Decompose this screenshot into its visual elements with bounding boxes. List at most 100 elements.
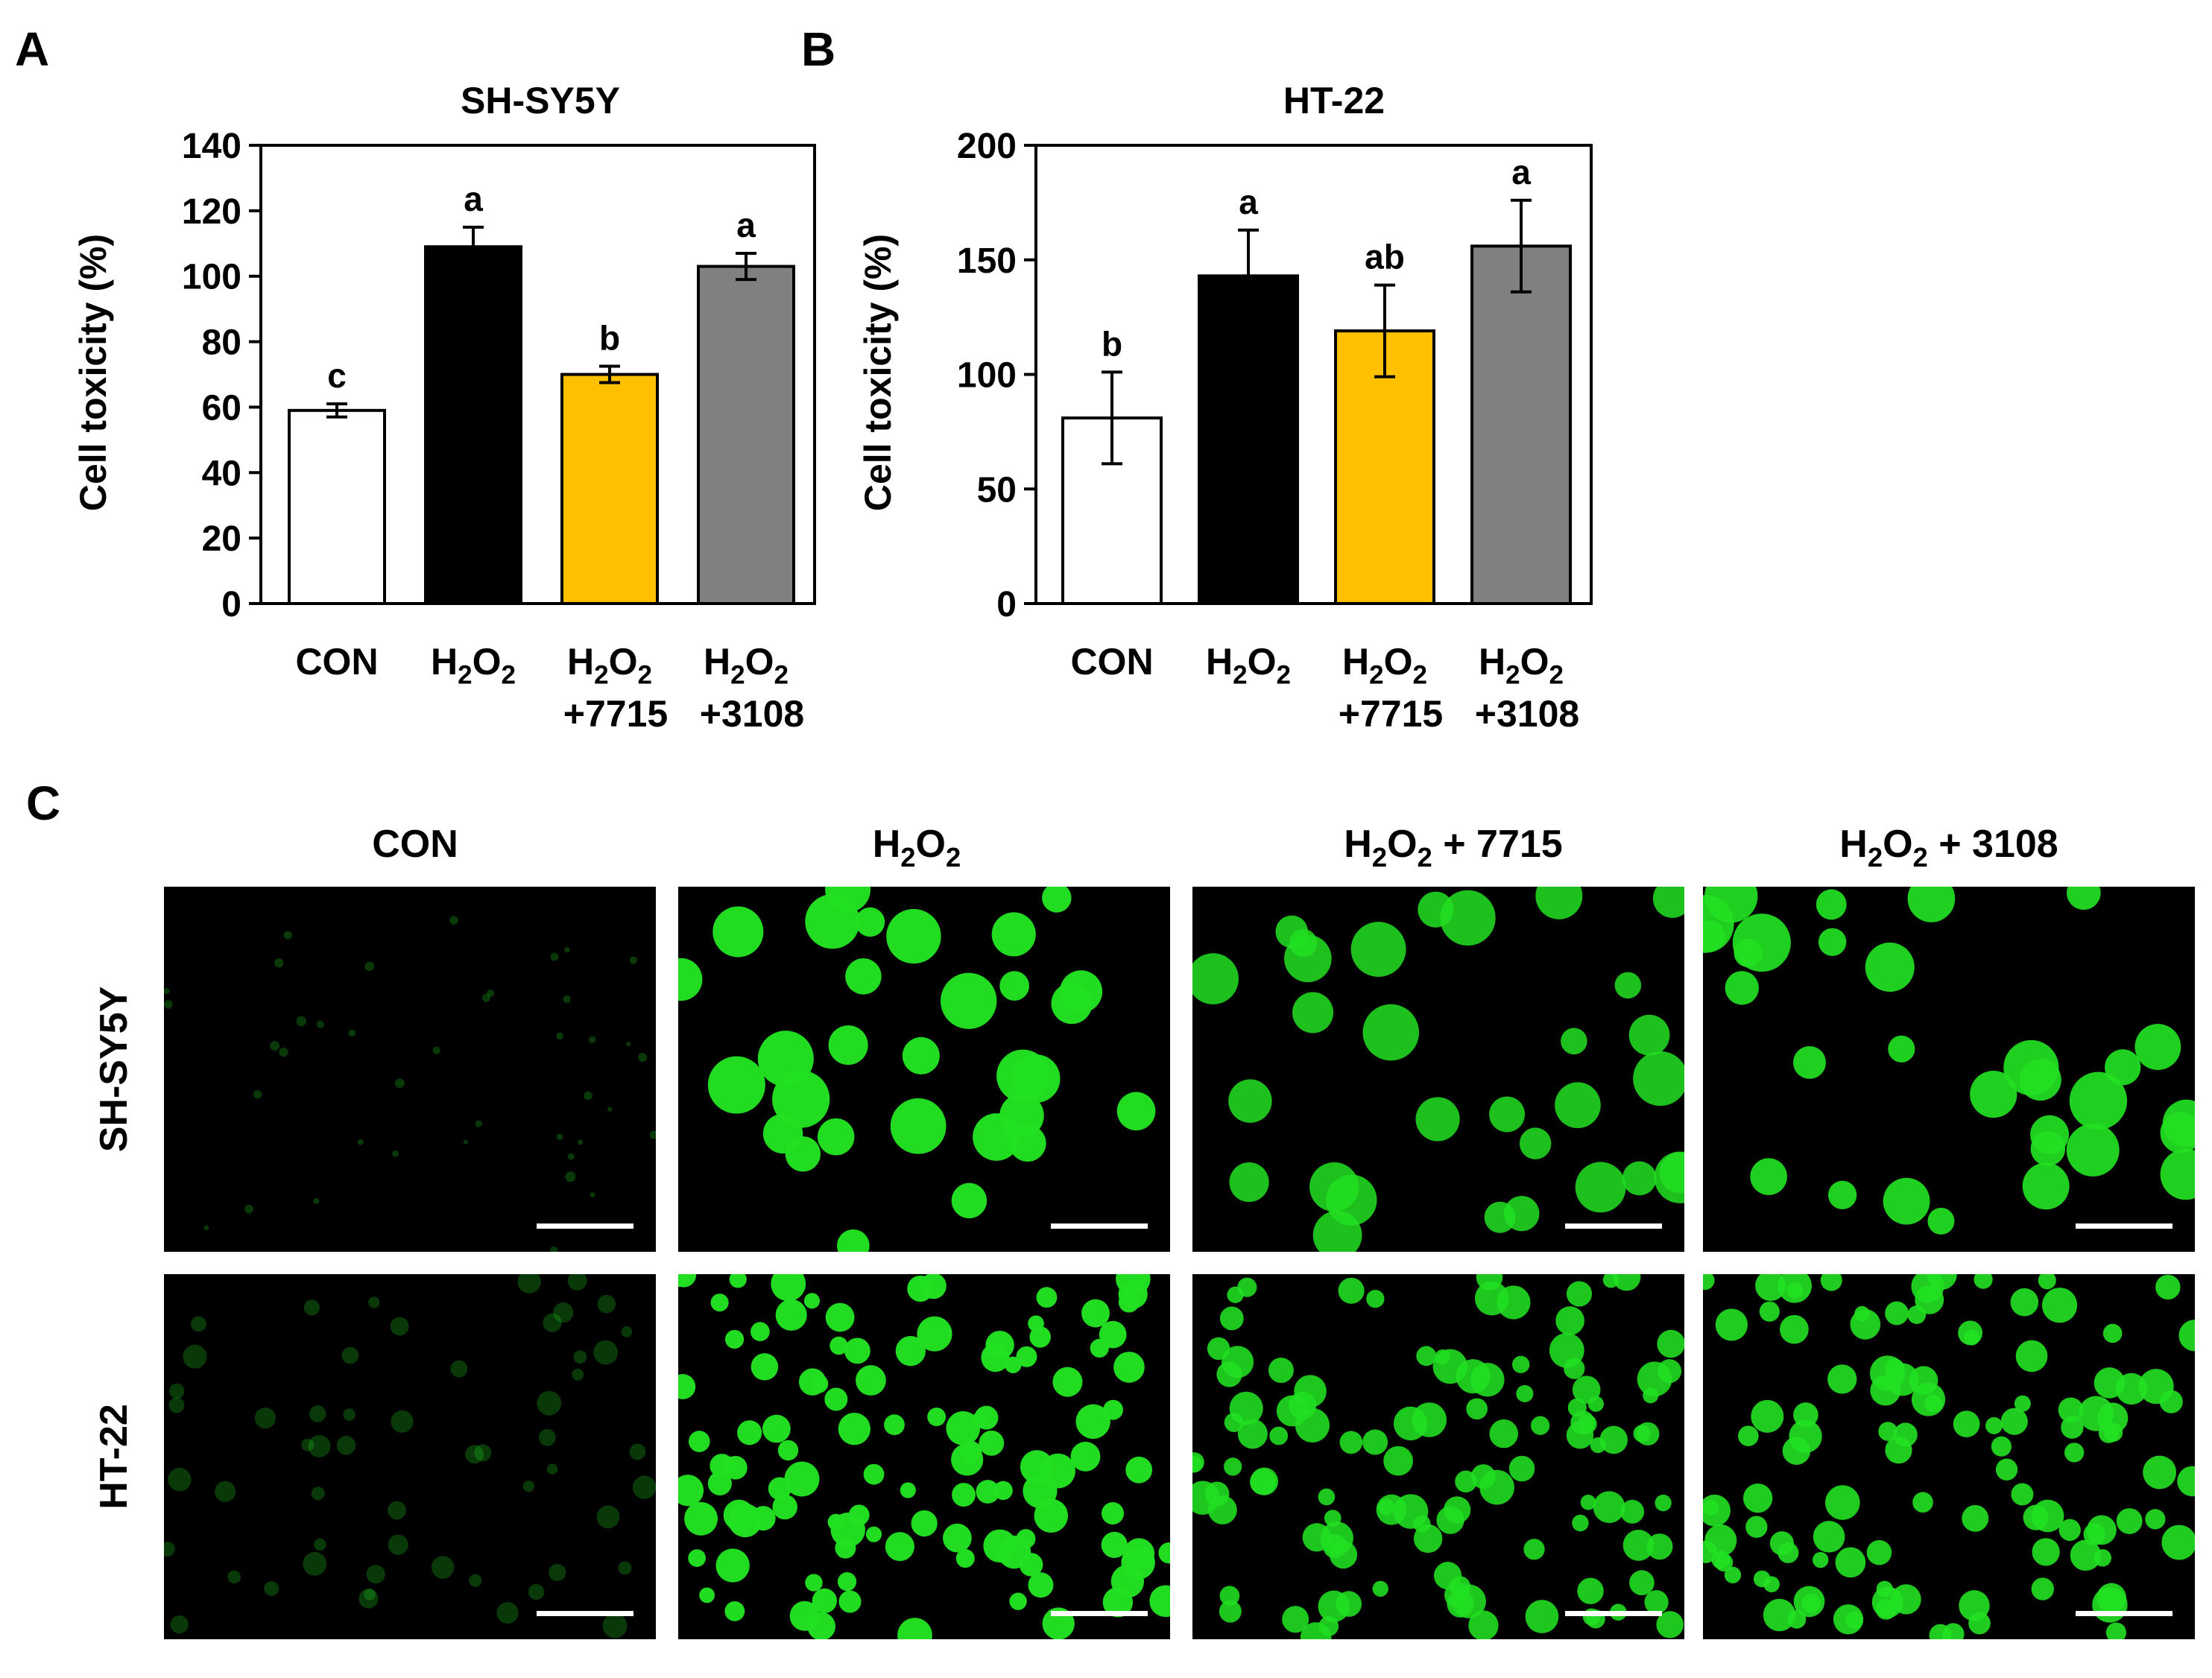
cell-blob — [2177, 1466, 2195, 1497]
cell-blob — [1229, 1162, 1269, 1203]
chart-title: SH-SY5Y — [461, 80, 620, 121]
significance-label: a — [1239, 183, 1258, 221]
column-header: H2O2 — [873, 823, 961, 873]
cell-blob — [1580, 1494, 1596, 1510]
cell-blob — [1366, 1290, 1385, 1308]
micrograph — [678, 1274, 1170, 1639]
cell-blob — [1885, 1437, 1912, 1464]
cell-blob — [2064, 1443, 2085, 1463]
cell-blob — [313, 1197, 320, 1204]
cell-blob — [1827, 1180, 1857, 1209]
scale-bar — [1051, 1223, 1148, 1229]
cell-blob — [1059, 970, 1103, 1013]
cell-blob — [296, 1016, 307, 1027]
cell-blob — [1622, 1161, 1657, 1196]
cell-blob — [943, 1523, 972, 1553]
cell-blob — [1440, 890, 1496, 946]
cell-blob — [772, 1494, 797, 1520]
cell-blob — [1125, 1456, 1153, 1484]
cell-blob — [2092, 1587, 2128, 1623]
y-tick-label: 80 — [202, 323, 241, 363]
bar — [424, 245, 522, 605]
cell-blob — [1870, 1375, 1901, 1406]
cell-blob — [1090, 1338, 1109, 1358]
cell-blob — [981, 1343, 1010, 1373]
cell-blob — [348, 1029, 356, 1036]
cell-blob — [1878, 1422, 1897, 1441]
cell-blob — [537, 1390, 562, 1416]
cell-blob — [1927, 1274, 1957, 1290]
cell-blob — [1995, 1458, 2018, 1481]
y-tick-label: 100 — [957, 356, 1017, 396]
cell-blob — [1295, 1408, 1330, 1443]
y-tick-label: 0 — [996, 585, 1017, 624]
cell-blob — [1628, 1014, 1670, 1056]
cell-blob — [2079, 1396, 2114, 1431]
cell-blob — [1413, 1515, 1431, 1533]
cell-blob — [1658, 1359, 1682, 1384]
cell-blob — [1372, 1580, 1388, 1597]
cell-blob — [632, 1475, 656, 1499]
plot-area: 050100150200bCONaH2O2abH2O2+7715aH2O2+31… — [957, 127, 1593, 735]
cell-blob — [1508, 1455, 1535, 1482]
cell-blob — [1958, 1320, 1983, 1346]
cell-blob — [336, 1436, 356, 1455]
cell-blob — [388, 1501, 406, 1520]
cell-blob — [316, 1020, 324, 1028]
cell-blob — [1927, 1207, 1955, 1235]
cell-blob — [729, 1274, 747, 1288]
y-axis-label: Cell toxicity (%) — [857, 234, 899, 511]
cell-blob — [2011, 1483, 2034, 1506]
cell-blob — [2161, 1525, 2195, 1560]
cell-blob — [1011, 1054, 1061, 1103]
cell-blob — [227, 1570, 241, 1584]
cell-blob — [1657, 1329, 1684, 1358]
y-tick-label: 100 — [182, 258, 241, 297]
cell-blob — [724, 1329, 745, 1349]
cell-blob — [863, 1463, 885, 1485]
cell-blob — [2105, 1049, 2141, 1086]
cell-blob — [1535, 887, 1583, 919]
cell-blob — [1052, 1367, 1083, 1397]
cell-blob — [1099, 1320, 1127, 1349]
cell-blob — [1907, 1305, 1927, 1324]
cell-blob — [1228, 1079, 1272, 1123]
cell-blob — [979, 1430, 1005, 1456]
cell-blob — [838, 1413, 870, 1446]
cell-blob — [1655, 1494, 1672, 1512]
cell-blob — [1383, 1446, 1413, 1476]
x-tick-label: CON — [1070, 641, 1153, 683]
cell-blob — [2066, 887, 2101, 911]
cell-blob — [270, 1041, 280, 1051]
cell-blob — [825, 1302, 855, 1332]
cell-blob — [1953, 1411, 1980, 1437]
x-tick-label: H2O2 — [431, 641, 516, 690]
cell-blob — [303, 1551, 327, 1576]
cell-blob — [1827, 1364, 1857, 1394]
cell-blob — [549, 1563, 566, 1582]
cell-blob — [1192, 1452, 1204, 1472]
cell-blob — [314, 1538, 326, 1551]
cell-blob — [553, 1302, 574, 1323]
cell-blob — [474, 1444, 492, 1462]
cell-blob — [737, 1420, 762, 1446]
cell-blob — [812, 1588, 837, 1614]
cell-blob — [1336, 1591, 1362, 1617]
cell-blob — [394, 1078, 405, 1089]
cell-blob — [991, 912, 1036, 957]
cell-blob — [1525, 1600, 1559, 1633]
cell-blob — [487, 990, 494, 997]
cell-blob — [848, 1504, 870, 1526]
cell-blob — [629, 956, 637, 964]
cell-blob — [481, 993, 490, 1002]
cell-blob — [2134, 1024, 2181, 1070]
scale-bar — [1565, 1611, 1662, 1616]
cell-blob — [2083, 1523, 2106, 1545]
cell-blob — [1652, 887, 1684, 918]
cell-blob — [2031, 1577, 2054, 1601]
cell-blob — [1575, 1162, 1626, 1213]
cell-blob — [835, 1537, 856, 1559]
cell-blob — [1572, 1375, 1601, 1404]
cell-blob — [1622, 1530, 1655, 1561]
row-label: SH-SY5Y — [92, 987, 136, 1153]
